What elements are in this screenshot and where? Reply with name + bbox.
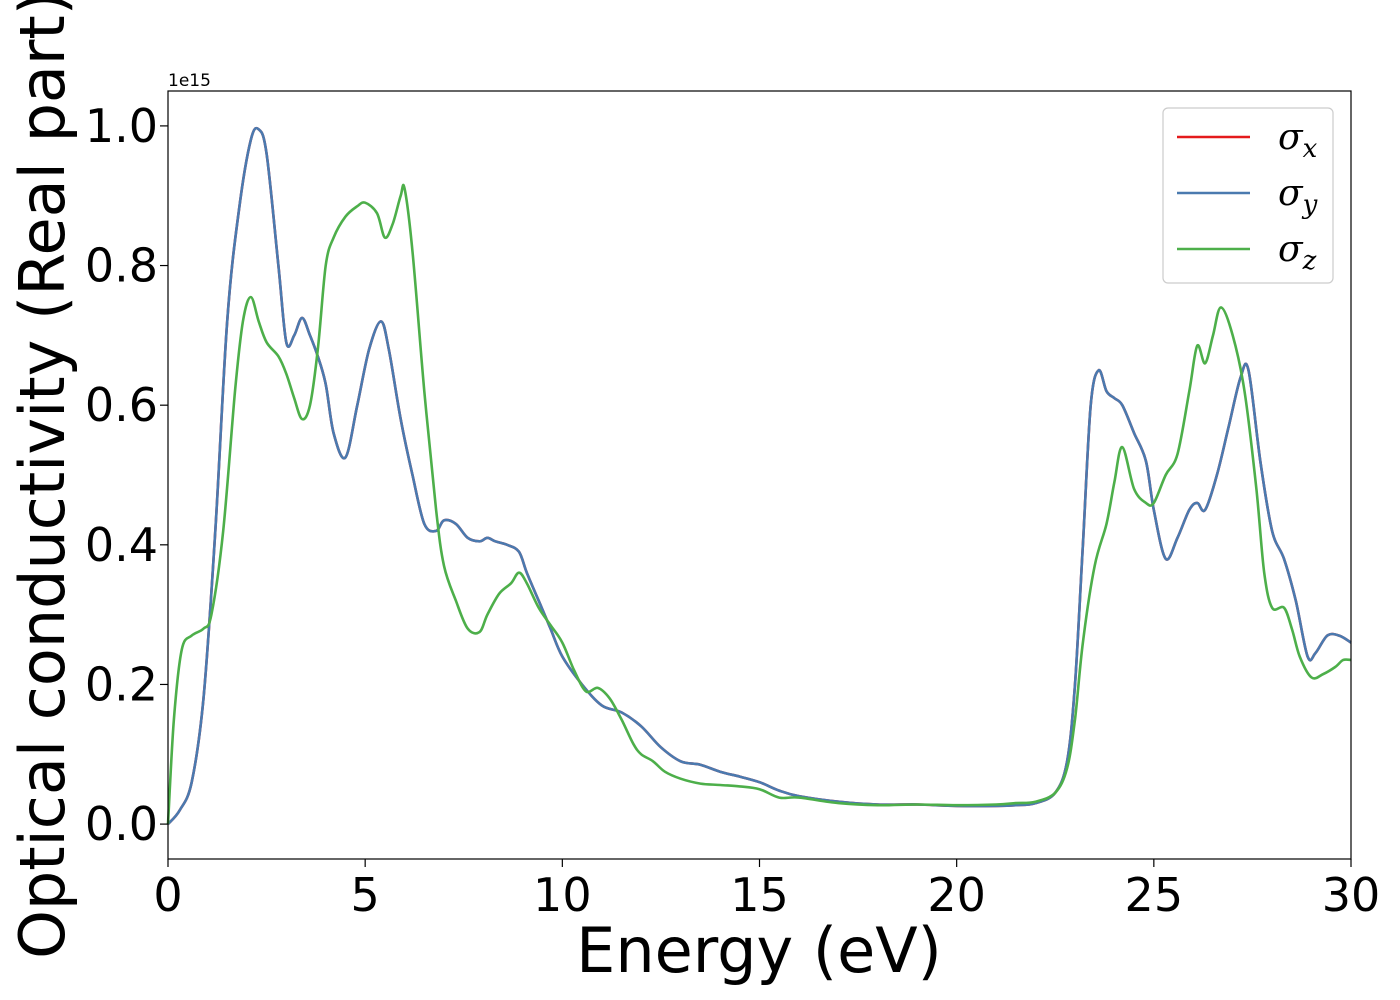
x-tick-label: 10	[533, 868, 592, 922]
legend-subscript-z: z	[1302, 246, 1317, 276]
y-axis-label: Optical conductivity (Real part)	[6, 0, 79, 959]
legend-subscript-y: y	[1302, 190, 1318, 220]
series-line-z	[166, 183, 1352, 825]
y-tick-label: 0.8	[85, 239, 158, 293]
series-line-y	[167, 126, 1352, 825]
x-tick-label: 5	[351, 868, 380, 922]
x-tick-label: 20	[927, 868, 986, 922]
y-tick-label: 0.2	[85, 657, 158, 711]
x-tick-label: 25	[1125, 868, 1184, 922]
x-tick-label: 15	[730, 868, 789, 922]
y-tick-label: 1.0	[85, 99, 158, 153]
y-tick-label: 0.0	[85, 797, 158, 851]
legend-subscript-x: x	[1303, 134, 1318, 164]
series-layer	[166, 126, 1352, 825]
y-tick-label: 0.6	[85, 378, 158, 432]
x-tick-label: 0	[153, 868, 182, 922]
y-axis: 0.0 0.2 0.4 0.6 0.8 1.0	[85, 99, 168, 851]
y-tick-label: 0.4	[85, 518, 158, 572]
x-axis-label: Energy (eV)	[576, 914, 942, 987]
legend-box	[1162, 107, 1334, 284]
x-tick-label: 30	[1322, 868, 1381, 922]
x-axis: 0 5 10 15 20 25 30	[153, 859, 1380, 922]
y-offset-text: 1e15	[168, 71, 211, 91]
